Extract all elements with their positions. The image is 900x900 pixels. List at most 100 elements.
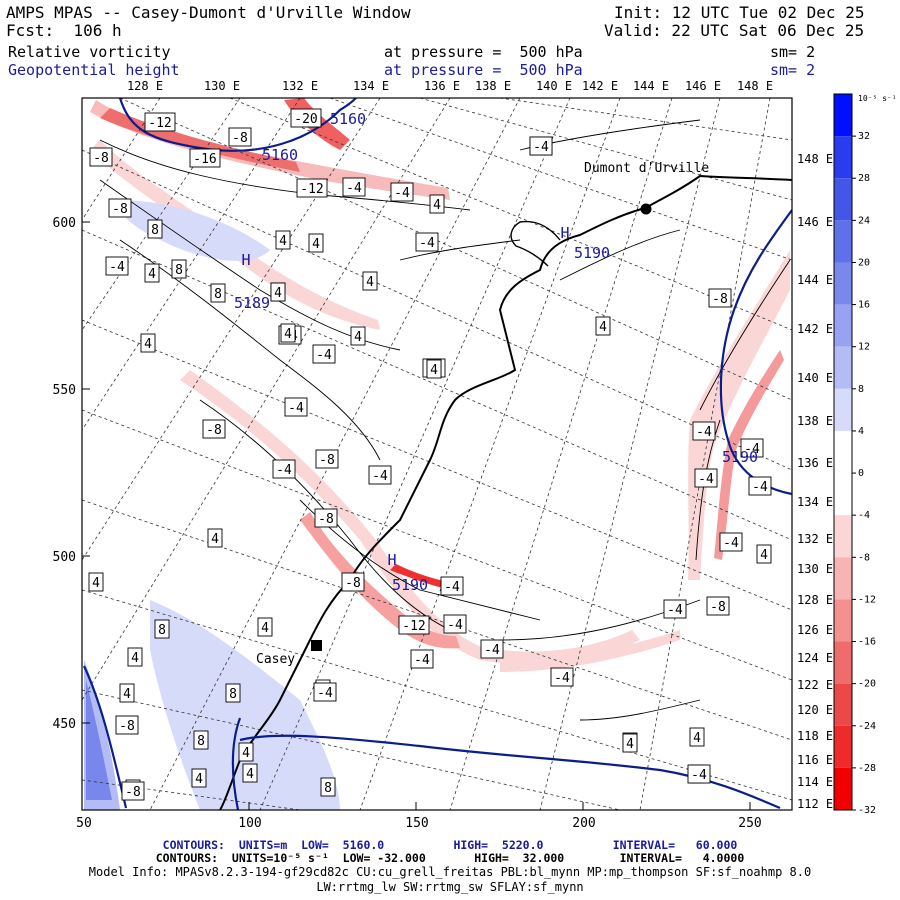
colorbar: 10⁻⁵ s⁻¹ 32 28 24 20 16 12 8 4 0 -4 -8 -12 -16 -20 -24 -… <box>833 93 897 816</box>
svg-text:4: 4 <box>211 532 219 547</box>
svg-text:4: 4 <box>123 687 131 702</box>
vorticity-value-label: -4 <box>284 397 308 417</box>
vort-band-se <box>500 630 680 672</box>
contours-height-info: CONTOURS: UNITS=m LOW= 5160.0 HIGH= 5220… <box>162 838 738 852</box>
y-tick-550: 550 <box>53 383 76 398</box>
vorticity-value-label: -4 <box>719 532 743 552</box>
svg-text:-12: -12 <box>402 619 425 634</box>
colorbar-label: -24 <box>858 721 876 732</box>
graticule <box>82 98 792 810</box>
svg-text:-4: -4 <box>744 442 760 457</box>
svg-text:4: 4 <box>246 767 254 782</box>
right-lon-label: 120 E <box>797 703 833 717</box>
colorbar-segment <box>834 178 852 221</box>
svg-text:-8: -8 <box>112 202 128 217</box>
colorbar-segment <box>834 388 852 431</box>
field1-name: Relative vorticity <box>8 43 171 61</box>
right-lon-label: 146 E <box>797 215 833 229</box>
vorticity-value-label: 4 <box>350 326 366 346</box>
vorticity-value-label: 8 <box>320 777 336 797</box>
colorbar-label: -12 <box>858 594 876 605</box>
colorbar-label: 16 <box>858 300 870 311</box>
vorticity-value-label: -8 <box>228 127 252 147</box>
coastline-detail <box>510 220 561 267</box>
svg-text:-8: -8 <box>206 423 222 438</box>
vorticity-value-label: 8 <box>210 283 226 303</box>
colorbar-unit: 10⁻⁵ s⁻¹ <box>858 94 897 103</box>
svg-text:4: 4 <box>693 731 701 746</box>
height-value-label: 5190 <box>392 576 428 594</box>
vort-band-east <box>688 250 790 580</box>
svg-text:4: 4 <box>366 275 374 290</box>
vorticity-value-label: -8 <box>706 596 730 616</box>
right-lon-label: 136 E <box>797 456 833 470</box>
svg-text:4: 4 <box>760 548 768 563</box>
colorbar-label: 4 <box>858 426 864 437</box>
svg-text:8: 8 <box>151 223 159 238</box>
axis-ticks <box>81 221 751 810</box>
colorbar-segment <box>834 346 852 389</box>
coastline <box>219 174 792 810</box>
vorticity-value-label: 4 <box>242 763 258 783</box>
svg-text:-8: -8 <box>119 719 135 734</box>
map-shading <box>82 98 792 810</box>
right-lon-label: 126 E <box>797 623 833 637</box>
colorbar-label: 12 <box>858 342 870 353</box>
right-lon-label: 128 E <box>797 593 833 607</box>
x-tick-50: 50 <box>76 816 92 831</box>
svg-text:4: 4 <box>195 772 203 787</box>
top-lon-label: 142 E <box>582 79 618 93</box>
vorticity-value-label: -4 <box>440 576 464 596</box>
svg-text:8: 8 <box>324 781 332 796</box>
svg-text:-4: -4 <box>554 671 570 686</box>
right-lon-label: 122 E <box>797 678 833 692</box>
vorticity-value-label: -8 <box>121 781 145 801</box>
svg-text:4: 4 <box>312 237 320 252</box>
map-frame <box>81 97 793 811</box>
vorticity-value-label: -4 <box>390 182 414 202</box>
colorbar-segment <box>834 599 852 642</box>
vorticity-value-label: -16 <box>189 148 221 168</box>
vort-blue-nw <box>119 200 270 261</box>
high-marker: H <box>241 251 250 269</box>
right-lon-label: 116 E <box>797 753 833 767</box>
x-tick-150: 150 <box>405 816 428 831</box>
right-lon-label: 148 E <box>797 152 833 166</box>
svg-text:-4: -4 <box>444 580 460 595</box>
svg-text:-8: -8 <box>93 151 109 166</box>
high-marker: H <box>387 551 396 569</box>
vorticity-value-label: -4 <box>550 667 574 687</box>
top-lon-label: 132 E <box>282 79 318 93</box>
model-info: Model Info: MPASv8.2.3-194-gf29cd82c CU:… <box>88 865 812 879</box>
svg-text:4: 4 <box>626 737 634 752</box>
vort-blue-core <box>86 680 112 800</box>
vorticity-value-label: -4 <box>692 421 716 441</box>
vorticity-value-label: 4 <box>207 528 223 548</box>
vorticity-contours <box>99 119 791 721</box>
vorticity-value-label: -4 <box>529 136 553 156</box>
valid-time: Valid: 22 UTC Sat 06 Dec 25 <box>604 21 865 40</box>
y-tick-500: 500 <box>53 550 76 565</box>
vorticity-value-label: 8 <box>147 219 163 239</box>
right-lon-label: 112 E <box>797 797 833 811</box>
svg-text:-8: -8 <box>710 600 726 615</box>
svg-text:4: 4 <box>261 621 269 636</box>
svg-text:-4: -4 <box>372 469 388 484</box>
forecast-hour: Fcst: 106 h <box>6 21 122 40</box>
vorticity-value-label: -8 <box>315 449 339 469</box>
svg-text:-4: -4 <box>109 260 125 275</box>
vorticity-value-label: -8 <box>108 198 132 218</box>
height-value-label: 5160 <box>330 110 366 128</box>
vorticity-value-label: -4 <box>443 614 467 634</box>
field1-level: at pressure = 500 hPa <box>384 43 583 61</box>
vort-core-casey <box>390 564 450 590</box>
svg-text:8: 8 <box>214 287 222 302</box>
top-lon-label: 146 E <box>685 79 721 93</box>
colorbar-segment <box>834 94 852 137</box>
svg-text:-4: -4 <box>317 686 333 701</box>
svg-text:4: 4 <box>92 576 100 591</box>
vorticity-value-label: -4 <box>480 639 504 659</box>
vort-blue-sw <box>150 600 340 810</box>
vorticity-value-label: -12 <box>296 178 328 198</box>
